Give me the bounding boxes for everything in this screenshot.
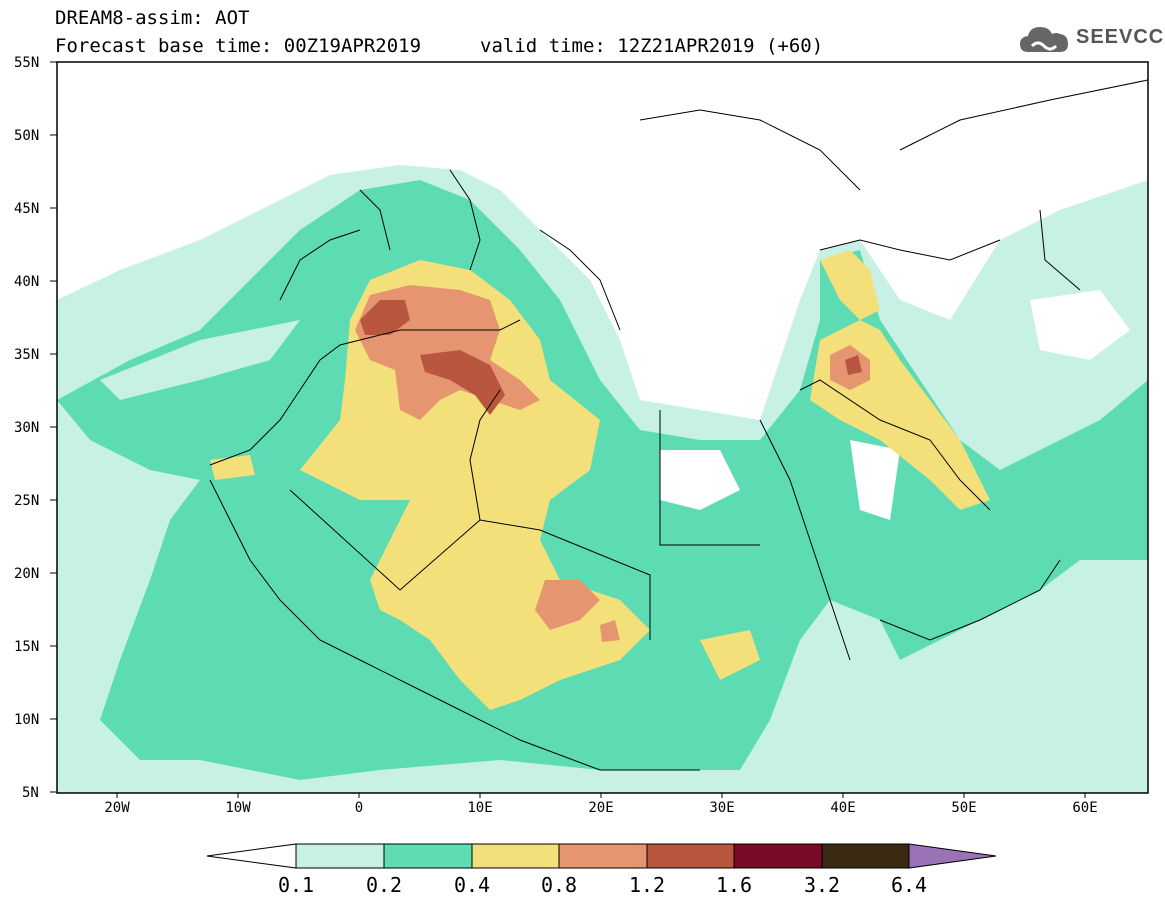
forecast-base-time: Forecast base time: 00Z19APR2019 (55, 35, 422, 57)
lon-label: 40E (830, 800, 855, 816)
valid-time: valid time: 12Z21APR2019 (+60) (480, 35, 824, 57)
lat-label: 10N (14, 712, 39, 728)
map-title: DREAM8-assim: AOT (55, 7, 250, 29)
colorbar-labels: 0.1 0.2 0.4 0.8 1.2 1.6 3.2 6.4 (278, 873, 927, 897)
aot-contours (57, 165, 1148, 793)
colorbar-seg-1 (295, 843, 385, 869)
colorbar-seg-under (206, 843, 297, 869)
colorbar-label: 0.4 (454, 873, 490, 897)
lat-label: 45N (14, 201, 39, 217)
lat-label: 55N (14, 55, 39, 71)
lon-ticks (116, 793, 1086, 798)
colorbar-label: 6.4 (891, 873, 927, 897)
lat-label: 35N (14, 347, 39, 363)
colorbar-seg-5 (646, 843, 735, 869)
lat-ticks (50, 61, 57, 793)
lat-label: 25N (14, 493, 39, 509)
logo-text: SEEVCCC (1076, 26, 1165, 48)
lat-label: 20N (14, 566, 39, 582)
lat-label: 30N (14, 420, 39, 436)
lon-label: 30E (709, 800, 734, 816)
colorbar-label: 0.1 (278, 873, 314, 897)
colorbar-label: 1.2 (629, 873, 665, 897)
lon-axis: 20W 10W 0 10E 20E 30E 40E 50E 60E (104, 800, 1097, 816)
aot-level-1.2 (360, 300, 410, 335)
lat-label: 50N (14, 128, 39, 144)
country-borders (209, 79, 1148, 771)
lon-label: 50E (951, 800, 976, 816)
cloud-icon (1020, 27, 1068, 52)
lon-label: 10E (467, 800, 492, 816)
lon-label: 20E (588, 800, 613, 816)
colorbar-seg-6 (733, 843, 823, 869)
colorbar-label: 0.8 (541, 873, 577, 897)
lat-label: 15N (14, 639, 39, 655)
lon-label: 20W (104, 800, 130, 816)
lat-label: 5N (22, 785, 39, 801)
lon-label: 0 (355, 800, 363, 816)
colorbar-seg-over (908, 843, 997, 869)
lon-label: 60E (1072, 800, 1097, 816)
lon-label: 10W (225, 800, 251, 816)
colorbar-seg-7 (821, 843, 910, 869)
colorbar (206, 843, 997, 869)
colorbar-label: 1.6 (716, 873, 752, 897)
seevccc-logo: SEEVCCC (1018, 22, 1165, 58)
lat-label: 40N (14, 274, 39, 290)
colorbar-label: 3.2 (804, 873, 840, 897)
colorbar-seg-4 (558, 843, 648, 869)
lat-axis: 55N 50N 45N 40N 35N 30N 25N 20N 15N 10N … (14, 55, 39, 801)
colorbar-seg-3 (471, 843, 560, 869)
colorbar-seg-2 (383, 843, 473, 869)
colorbar-label: 0.2 (366, 873, 402, 897)
